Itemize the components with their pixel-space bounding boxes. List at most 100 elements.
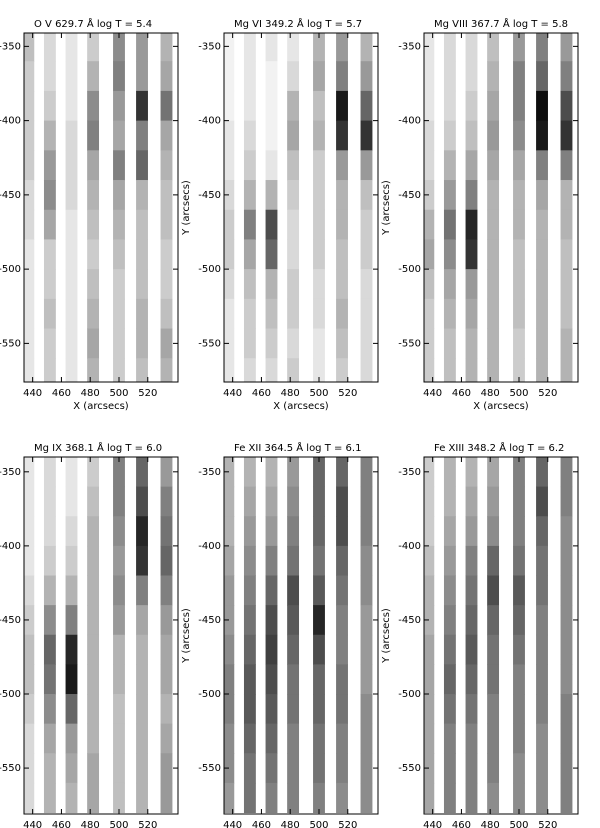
intensity-cell <box>424 239 435 270</box>
intensity-cell <box>43 33 56 62</box>
intensity-cell <box>513 694 525 725</box>
intensity-cell <box>243 180 256 211</box>
intensity-cell <box>113 120 125 151</box>
intensity-cell <box>360 605 373 636</box>
intensity-cell <box>287 33 300 62</box>
intensity-cell <box>136 358 148 382</box>
x-tick-label: 440 <box>23 388 42 399</box>
intensity-cell <box>136 269 148 300</box>
intensity-cell <box>487 61 500 92</box>
intensity-cell <box>243 753 256 784</box>
intensity-cell <box>424 486 435 517</box>
intensity-cell <box>87 209 100 240</box>
intensity-cell <box>24 753 35 784</box>
intensity-cell <box>465 90 478 122</box>
intensity-cell <box>287 180 300 211</box>
intensity-cell <box>243 782 256 814</box>
panel-title: Mg IX 368.1 Å log T = 6.0 <box>34 441 162 454</box>
intensity-cell <box>424 90 435 122</box>
intensity-cell <box>424 457 435 488</box>
intensity-cell <box>424 269 435 300</box>
intensity-cell <box>87 239 100 270</box>
intensity-cell <box>360 33 373 62</box>
intensity-cell <box>113 545 125 577</box>
intensity-cell <box>313 90 325 122</box>
intensity-cell <box>65 723 78 754</box>
intensity-cell <box>313 269 325 300</box>
intensity-cell <box>313 150 325 181</box>
intensity-cell <box>65 61 78 92</box>
x-tick-label: 500 <box>109 388 128 399</box>
intensity-cell <box>24 180 35 211</box>
intensity-cell <box>336 90 348 122</box>
intensity-cell <box>465 209 478 240</box>
intensity-cell <box>265 723 278 754</box>
intensity-cell <box>513 120 525 151</box>
intensity-cell <box>424 634 435 665</box>
intensity-cell <box>560 120 573 151</box>
intensity-cell <box>465 664 478 695</box>
intensity-cell <box>336 782 348 814</box>
intensity-cell <box>160 516 173 547</box>
intensity-cell <box>560 298 573 330</box>
intensity-cell <box>313 605 325 636</box>
intensity-cell <box>43 753 56 784</box>
x-tick-label: 440 <box>23 820 42 828</box>
intensity-cell <box>424 209 435 240</box>
intensity-cell <box>424 664 435 695</box>
intensity-cell <box>487 33 500 62</box>
intensity-cell <box>360 664 373 695</box>
intensity-cell <box>287 575 300 606</box>
intensity-cell <box>243 723 256 754</box>
intensity-cell <box>360 150 373 181</box>
intensity-cell <box>136 457 148 488</box>
intensity-cell <box>43 61 56 92</box>
intensity-cell <box>243 328 256 359</box>
intensity-cell <box>24 545 35 577</box>
intensity-cell <box>160 33 173 62</box>
intensity-cell <box>465 180 478 211</box>
intensity-cell <box>224 358 235 382</box>
intensity-cell <box>87 457 100 488</box>
intensity-cell <box>65 90 78 122</box>
intensity-cell <box>560 358 573 382</box>
intensity-cell <box>87 269 100 300</box>
y-axis-label: Y (arcsecs) <box>181 180 192 236</box>
intensity-cell <box>336 723 348 754</box>
panel-title: Fe XII 364.5 Å log T = 6.1 <box>234 441 361 454</box>
intensity-cell <box>43 664 56 695</box>
intensity-cell <box>43 150 56 181</box>
intensity-cell <box>136 664 148 695</box>
intensity-cell <box>265 457 278 488</box>
intensity-cell <box>113 486 125 517</box>
intensity-cell <box>160 457 173 488</box>
x-tick-label: 460 <box>252 388 271 399</box>
intensity-cell <box>536 298 548 330</box>
intensity-cell <box>113 150 125 181</box>
intensity-cell <box>560 634 573 665</box>
intensity-cell <box>24 269 35 300</box>
intensity-cell <box>265 269 278 300</box>
intensity-cell <box>87 694 100 725</box>
intensity-cell <box>487 575 500 606</box>
intensity-cell <box>113 782 125 814</box>
intensity-cell <box>113 575 125 606</box>
x-tick-label: 520 <box>138 388 157 399</box>
intensity-cell <box>443 120 456 151</box>
intensity-cell <box>113 457 125 488</box>
panel: 440 460 480 500 520 -350 -400 -450 -500 -550 Mg IX… <box>0 441 179 828</box>
intensity-cell <box>443 90 456 122</box>
intensity-cell <box>536 634 548 665</box>
y-tick-label: -500 <box>398 264 421 275</box>
intensity-cell <box>243 298 256 330</box>
intensity-cell <box>43 239 56 270</box>
intensity-cell <box>43 694 56 725</box>
intensity-cell <box>487 358 500 382</box>
intensity-cell <box>424 753 435 784</box>
intensity-cell <box>136 90 148 122</box>
intensity-cell <box>487 664 500 695</box>
y-tick-label: -400 <box>198 541 221 552</box>
y-axis-label: Y (arcsecs) <box>381 608 392 664</box>
intensity-cell <box>360 269 373 300</box>
intensity-cell <box>560 33 573 62</box>
